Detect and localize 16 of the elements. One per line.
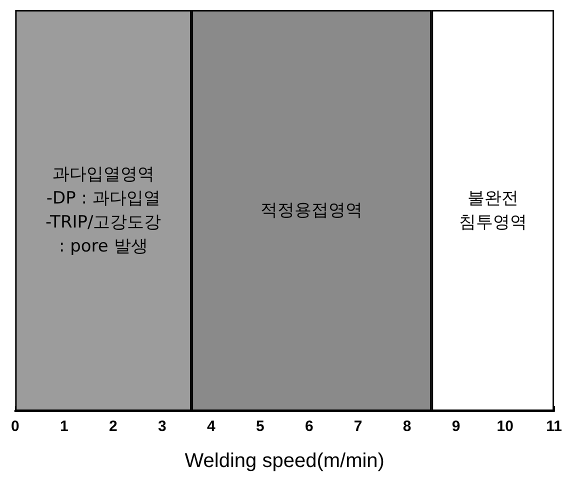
x-tick-label: 0: [11, 418, 20, 435]
x-axis-title: Welding speed(m/min): [184, 450, 384, 472]
series-label: 불완전 침투영역: [458, 188, 527, 232]
x-tick-label: 8: [402, 418, 412, 435]
x-tick-label: 4: [206, 418, 216, 435]
x-tick-label: 6: [304, 418, 314, 435]
series-label: 과다입열영역 -DP : 과다입열 -TRIP/고강도강 : pore 발생: [45, 164, 162, 256]
x-tick-label: 3: [158, 418, 166, 435]
x-tick-label: 1: [60, 418, 68, 435]
x-tick-label: 5: [256, 418, 264, 435]
x-tick-label: 10: [496, 418, 514, 435]
x-tick-label: 7: [354, 418, 362, 435]
x-tick-label: 11: [546, 418, 562, 435]
x-tick-label: 9: [452, 418, 460, 435]
series-label: 적정용접영역: [260, 200, 363, 220]
x-tick-label: 2: [108, 418, 118, 435]
